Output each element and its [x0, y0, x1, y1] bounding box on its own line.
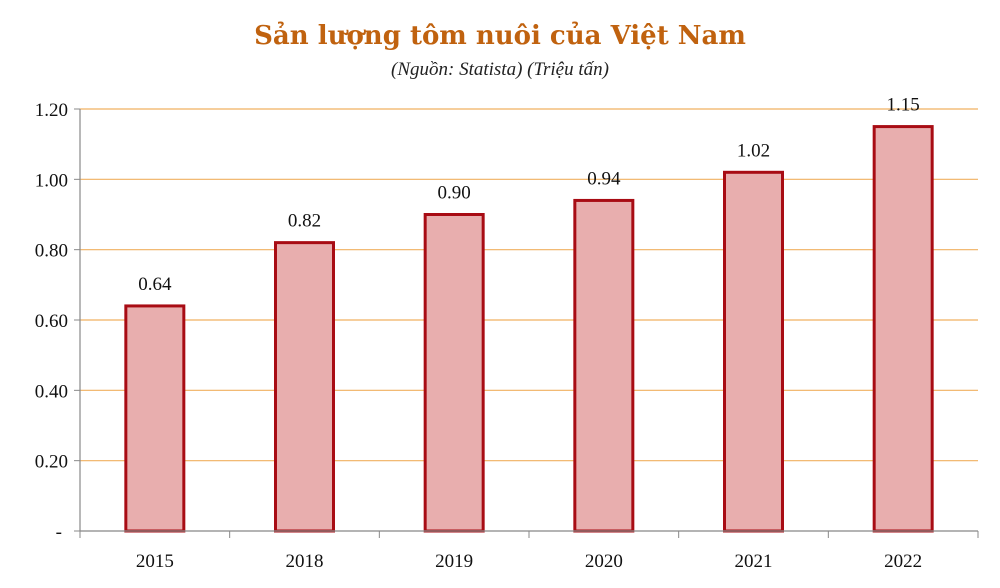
data-label-2022: 1.15 [887, 95, 920, 116]
y-tick-label: 0.80 [35, 241, 68, 262]
bar-2015 [124, 304, 186, 533]
chart-subtitle: (Nguồn: Statista) (Triệu tấn) [391, 59, 609, 80]
bars [124, 125, 934, 533]
data-label-2021: 1.02 [737, 140, 770, 161]
x-tick-label-2018: 2018 [286, 551, 324, 572]
gridlines [80, 108, 978, 462]
y-tick-label: 0.60 [35, 311, 68, 332]
x-tick-label-2021: 2021 [735, 551, 773, 572]
data-labels: 0.64 0.82 0.90 0.94 1.02 1.15 [138, 95, 920, 295]
x-tick-label-2015: 2015 [136, 551, 174, 572]
chart-title: Sản lượng tôm nuôi của Việt Nam [254, 21, 746, 51]
bar-2018 [274, 241, 335, 533]
y-tick-label: 0.40 [35, 381, 68, 402]
x-tick-label-2019: 2019 [435, 551, 473, 572]
y-tick-label: - [56, 522, 62, 543]
bar-2022 [872, 125, 934, 533]
bar-2021 [723, 170, 784, 533]
data-label-2015: 0.64 [138, 274, 172, 295]
axes: - 0.20 0.40 0.60 0.80 1.00 1.20 2015 2018 2019 202… [35, 100, 979, 572]
x-tick-label-2020: 2020 [585, 551, 623, 572]
y-tick-label: 1.00 [35, 170, 68, 191]
y-tick-label: 0.20 [35, 452, 68, 473]
bar-2019 [423, 213, 485, 533]
x-tick-label-2022: 2022 [884, 551, 922, 572]
data-label-2019: 0.90 [438, 183, 471, 204]
bar-2020 [573, 198, 635, 533]
data-label-2020: 0.94 [587, 168, 621, 189]
data-label-2018: 0.82 [288, 211, 321, 232]
y-tick-label: 1.20 [35, 100, 68, 121]
